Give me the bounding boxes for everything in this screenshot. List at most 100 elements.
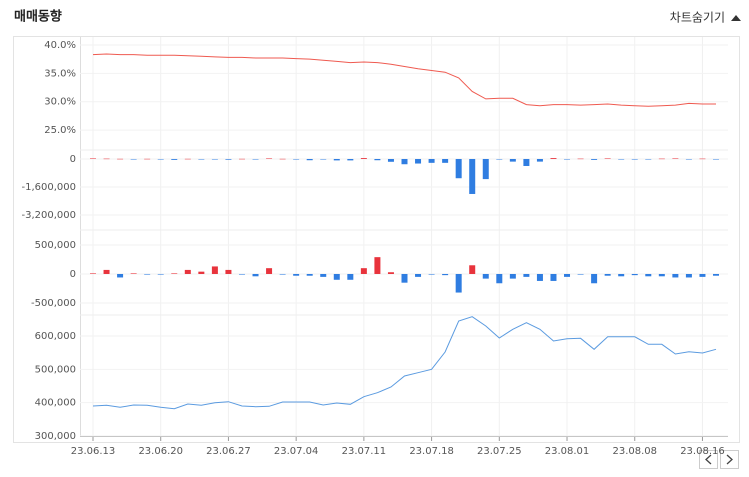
bar [509,273,516,279]
bar [415,158,422,164]
bar [293,158,300,160]
x-tick-label: 23.06.13 [71,446,116,457]
bar [279,273,286,275]
bar [604,273,611,276]
y-tick-label: -1,600,000 [21,182,76,193]
bar [523,273,530,277]
bar [685,273,692,278]
bar [225,158,232,160]
bar [130,158,137,160]
bar [591,273,598,284]
bar [699,273,706,277]
bar [320,273,327,277]
bar [428,158,435,163]
bar [347,273,354,280]
bar [184,158,191,160]
bar [117,158,124,160]
bar [306,158,313,161]
bar [536,158,543,162]
bar [360,158,367,159]
bar [238,273,245,275]
bar [279,158,286,160]
bar [415,273,422,277]
bar [252,158,259,160]
bar [374,158,381,161]
bar [631,158,638,160]
y-tick-label: 500,000 [35,364,76,375]
y-tick-label: 25.0% [44,125,76,136]
nav-prev[interactable] [699,450,718,469]
bar [455,158,462,179]
bar [509,158,516,162]
bar [604,158,611,159]
bar [401,273,408,283]
bar [144,158,151,160]
nav-next[interactable] [720,450,739,469]
y-tick-label: 300,000 [35,431,76,442]
x-tick-label: 23.07.11 [342,446,387,457]
bar [577,273,584,275]
y-tick-label: 600,000 [35,331,76,342]
bar [157,273,164,275]
y-tick-label: -3,200,000 [21,210,76,221]
chart-frame [13,36,740,443]
price-line [92,53,716,107]
y-tick-label: 35.0% [44,68,76,79]
bar [347,158,354,161]
bar [103,269,110,274]
bar [685,158,692,160]
y-tick-label: 400,000 [35,398,76,409]
bar [496,158,503,160]
bar [550,273,557,281]
section-title: 매매동향 [14,9,62,25]
bar [401,158,408,165]
y-tick-label: 500,000 [35,240,76,251]
bar [238,158,245,160]
bar [618,158,625,160]
bar [144,273,151,275]
bar [550,158,557,159]
bar [713,273,719,276]
x-tick-label: 23.07.04 [274,446,319,457]
bar [591,158,598,160]
bar [333,273,340,280]
bar [320,158,327,160]
chart-toggle[interactable]: 차트숨기기 [670,11,725,25]
bar [374,257,381,274]
y-tick-label: 40.0% [44,40,76,51]
bar [564,158,571,160]
bar [699,158,706,160]
bar [171,273,178,274]
bar [442,273,449,276]
bar [442,158,449,163]
bar [469,158,476,194]
bar [428,273,435,275]
y-tick-label: 30.0% [44,97,76,108]
toggle-icon[interactable] [731,15,741,21]
bar [266,158,273,159]
bar [117,273,124,278]
bar [198,158,205,160]
price-line [92,316,717,410]
x-tick-label: 23.08.08 [612,446,657,457]
bar [387,272,394,274]
x-tick-label: 23.06.27 [206,446,251,457]
bar [387,158,394,162]
bar [333,158,340,161]
bar [645,273,652,277]
y-tick-label: 0 [70,154,76,165]
bar [672,158,679,159]
bar [536,273,543,281]
bar [482,273,489,279]
bar [658,273,665,277]
bar [252,273,259,277]
bar [564,273,571,277]
bar [171,158,178,160]
bar [482,158,489,180]
bar [658,158,665,160]
bar [360,268,367,274]
bar [577,158,584,160]
bar [90,158,96,159]
bar [157,158,164,160]
